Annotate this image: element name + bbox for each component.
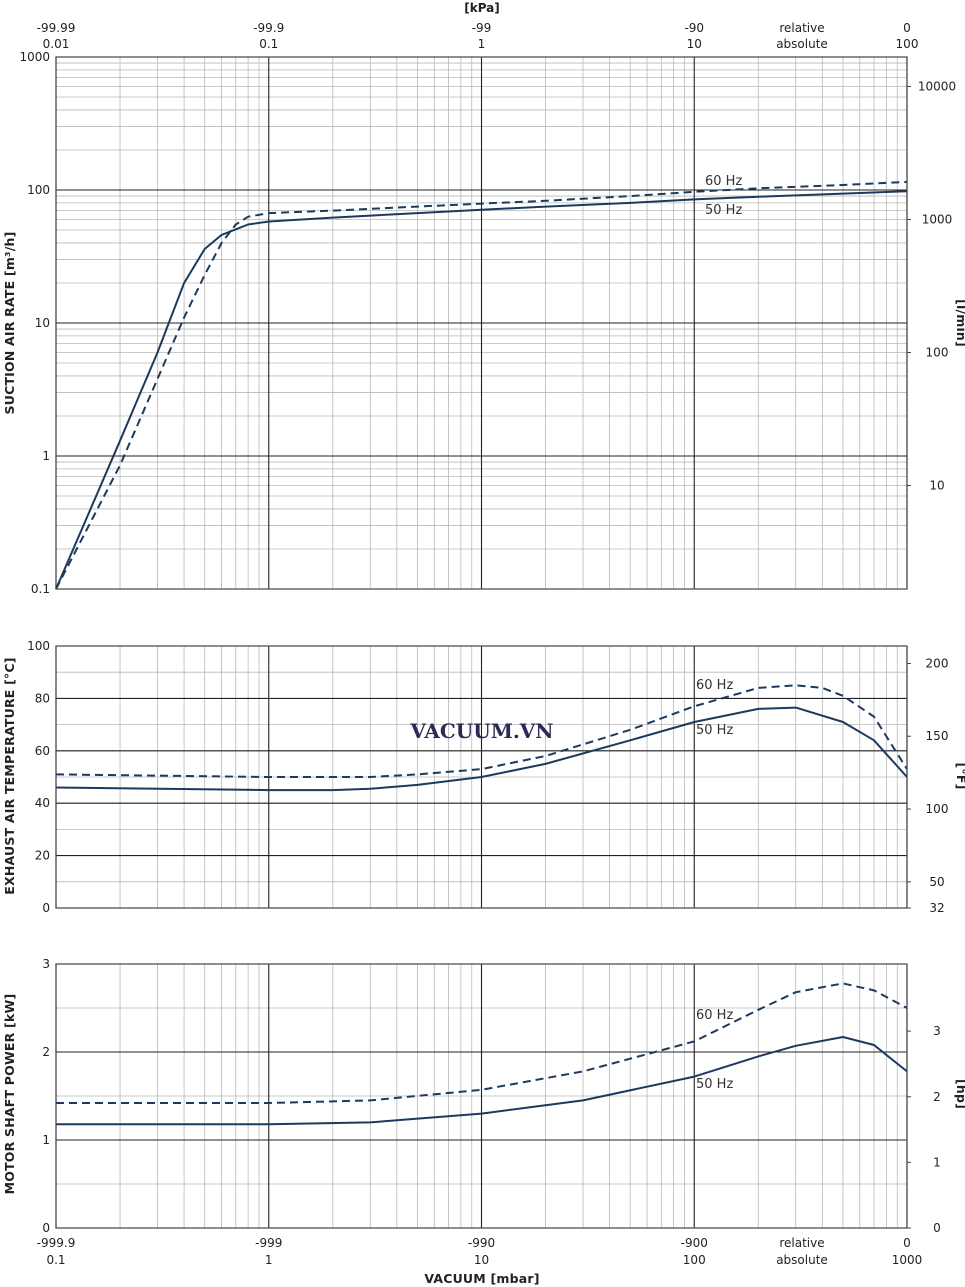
y-tick-label: 20 (35, 849, 50, 863)
y-tick-label: 100 (27, 183, 50, 197)
y2-tick-label: 10 (929, 479, 944, 493)
bottom-tick-absolute: 1 (265, 1253, 273, 1267)
y2-tick-label: 32 (929, 901, 944, 915)
top-axis-mode-relative: relative (779, 21, 824, 35)
bottom-tick-absolute: 0.1 (46, 1253, 65, 1267)
top-tick-absolute: 100 (896, 37, 919, 51)
y-tick-label: 40 (35, 796, 50, 810)
top-tick-relative: -99.9 (253, 21, 284, 35)
power-label-60hz: 60 Hz (696, 1008, 733, 1023)
top-tick-absolute: 1 (478, 37, 486, 51)
series-line-60hz (55, 684, 908, 778)
power-label-50hz: 50 Hz (696, 1077, 733, 1092)
series-line-50hz (55, 190, 908, 590)
y-tick-label: 100 (27, 639, 50, 653)
y-tick-label: 3 (42, 957, 50, 971)
bottom-tick-relative: -900 (681, 1236, 708, 1250)
temperature-label-50hz: 50 Hz (696, 723, 733, 738)
top-tick-absolute: 10 (687, 37, 702, 51)
temperature-y2-title: [°F] (954, 762, 965, 789)
bottom-axis-mode-relative: relative (779, 1236, 824, 1250)
bottom-tick-absolute: 10 (474, 1253, 489, 1267)
series-layer (55, 180, 908, 1126)
suction-y-title: SUCTION AIR RATE [m³/h] (2, 232, 17, 415)
top-tick-relative: -99 (472, 21, 492, 35)
bottom-tick-relative: 0 (903, 1236, 911, 1250)
y2-tick-label: 3 (933, 1024, 941, 1038)
power-y-title: MOTOR SHAFT POWER [kW] (2, 994, 17, 1195)
y2-tick-label: 2 (933, 1090, 941, 1104)
series-line-50hz (56, 1036, 908, 1126)
temperature-y-title: EXHAUST AIR TEMPERATURE [°C] (2, 657, 17, 894)
bottom-tick-relative: -999.9 (37, 1236, 76, 1250)
y-tick-label: 60 (35, 744, 50, 758)
y-tick-label: 10 (35, 316, 50, 330)
y2-tick-label: 1000 (922, 213, 953, 227)
bottom-tick-relative: -999 (255, 1236, 282, 1250)
y-tick-label: 1000 (19, 50, 50, 64)
y2-tick-label: 150 (926, 729, 949, 743)
bottom-axis-title: VACUUM [mbar] (424, 1271, 539, 1286)
y-tick-label: 1 (42, 449, 50, 463)
y2-tick-label: 100 (926, 346, 949, 360)
frame-layer: 0.11101001000101001000100000204060801003… (19, 21, 956, 1267)
series-line-60hz (56, 982, 908, 1104)
power-y2-title: [hp] (954, 1079, 965, 1109)
panel-frame (55, 56, 908, 590)
top-axis-unit: [kPa] (464, 1, 500, 15)
top-tick-absolute: 0.01 (43, 37, 70, 51)
top-axis-mode-absolute: absolute (776, 37, 828, 51)
y2-tick-label: 50 (929, 875, 944, 889)
bottom-tick-absolute: 100 (683, 1253, 706, 1267)
suction-y2-title: [l/min] (954, 299, 965, 347)
y-tick-label: 80 (35, 691, 50, 705)
y2-tick-label: 200 (926, 656, 949, 670)
series-line-50hz (55, 706, 908, 792)
suction-label-60hz: 60 Hz (705, 174, 742, 189)
bottom-tick-relative: -990 (468, 1236, 495, 1250)
series-line-60hz (55, 180, 908, 590)
y-tick-label: 1 (42, 1133, 50, 1147)
y-tick-label: 0.1 (31, 582, 50, 596)
suction-label-50hz: 50 Hz (705, 203, 742, 218)
bottom-tick-absolute: 1000 (892, 1253, 923, 1267)
temperature-label-60hz: 60 Hz (696, 678, 733, 693)
panel-frame (55, 963, 908, 1229)
y2-tick-label: 100 (926, 802, 949, 816)
top-tick-absolute: 0.1 (259, 37, 278, 51)
grid-layer (55, 56, 908, 1229)
y-tick-label: 0 (42, 901, 50, 915)
top-tick-relative: -99.99 (37, 21, 76, 35)
top-tick-relative: -90 (684, 21, 704, 35)
y2-tick-label: 1 (933, 1155, 941, 1169)
y-tick-label: 0 (42, 1221, 50, 1235)
y-tick-label: 2 (42, 1045, 50, 1059)
top-tick-relative: 0 (903, 21, 911, 35)
watermark: VACUUM.VN (409, 719, 553, 743)
y2-tick-label: 10000 (918, 80, 956, 94)
y2-tick-label: 0 (933, 1221, 941, 1235)
bottom-axis-mode-absolute: absolute (776, 1253, 828, 1267)
panel-frame (55, 645, 908, 909)
